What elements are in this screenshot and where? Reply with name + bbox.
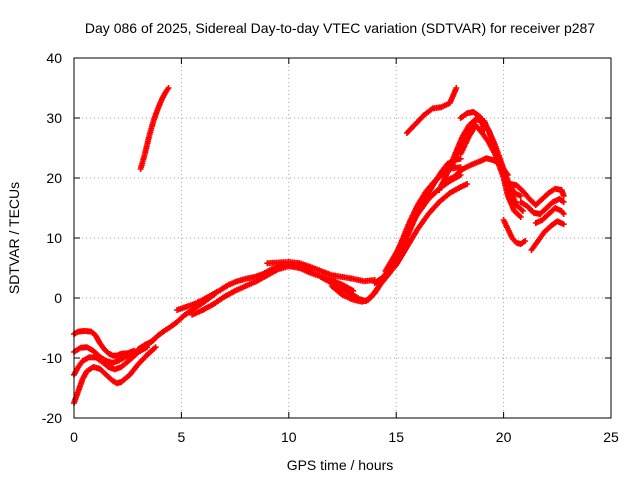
data-point-marks (264, 259, 378, 285)
series-arc-19 (457, 109, 488, 133)
data-point-marks (517, 196, 567, 217)
x-tick-label: 25 (603, 429, 619, 445)
series-arc-18 (442, 155, 511, 184)
series-arc-14 (403, 85, 460, 136)
y-tick-label: 20 (46, 170, 62, 186)
data-point-marks (507, 181, 567, 208)
x-tick-label: 0 (70, 429, 78, 445)
tick-labels: 0 5 10 15 20 25 -20 -10 0 10 20 30 40 (42, 50, 619, 445)
x-tick-label: 20 (496, 429, 512, 445)
x-axis-label: GPS time / hours (287, 457, 394, 473)
data-points (71, 85, 567, 406)
x-tick-label: 15 (388, 429, 404, 445)
y-tick-label: 30 (46, 110, 62, 126)
series-arc-20 (500, 217, 529, 247)
series-arc-24 (528, 218, 567, 253)
data-point-marks (137, 85, 172, 172)
data-point-marks (403, 85, 460, 136)
x-tick-label: 5 (178, 429, 186, 445)
y-tick-label: 0 (54, 290, 62, 306)
data-point-marks (532, 205, 567, 226)
y-tick-label: 40 (46, 50, 62, 66)
data-point-marks (457, 109, 488, 133)
chart-title: Day 086 of 2025, Sidereal Day-to-day VTE… (85, 20, 595, 36)
y-axis-label: SDTVAR / TECUs (6, 182, 22, 294)
data-point-marks (442, 155, 511, 184)
data-point-marks (382, 181, 471, 280)
x-tick-label: 10 (281, 429, 297, 445)
series-arc-7 (189, 263, 357, 318)
series-arc-22 (517, 196, 567, 217)
series-arc-13 (382, 181, 471, 280)
y-tick-label: 10 (46, 230, 62, 246)
data-point-marks (528, 218, 567, 253)
data-point-marks (500, 217, 529, 247)
series-arc-21 (507, 181, 567, 208)
y-tick-label: -20 (42, 410, 62, 426)
plot-frame (73, 57, 612, 419)
series-arc-8 (264, 259, 378, 285)
y-tick-label: -10 (42, 350, 62, 366)
series-arc-23 (532, 205, 567, 226)
data-point-marks (189, 263, 357, 318)
series-arc-25 (137, 85, 172, 172)
